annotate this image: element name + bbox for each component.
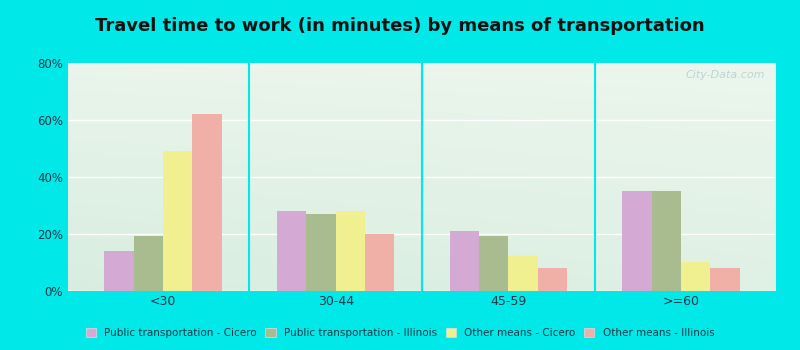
Text: Travel time to work (in minutes) by means of transportation: Travel time to work (in minutes) by mean… (95, 17, 705, 35)
Text: City-Data.com: City-Data.com (686, 70, 766, 80)
Bar (622, 191, 652, 290)
Bar (710, 268, 740, 290)
Bar (104, 251, 134, 290)
Bar (538, 268, 567, 290)
Bar (652, 191, 681, 290)
Bar (336, 211, 365, 290)
Legend: Public transportation - Cicero, Public transportation - Illinois, Other means - : Public transportation - Cicero, Public t… (82, 325, 718, 341)
Bar (192, 114, 222, 290)
Bar (450, 231, 479, 290)
Bar (163, 151, 192, 290)
Bar (134, 237, 163, 290)
Bar (277, 211, 306, 290)
Bar (681, 262, 710, 290)
Bar (306, 214, 336, 290)
Bar (479, 237, 508, 290)
Bar (365, 234, 394, 290)
Bar (508, 256, 538, 290)
